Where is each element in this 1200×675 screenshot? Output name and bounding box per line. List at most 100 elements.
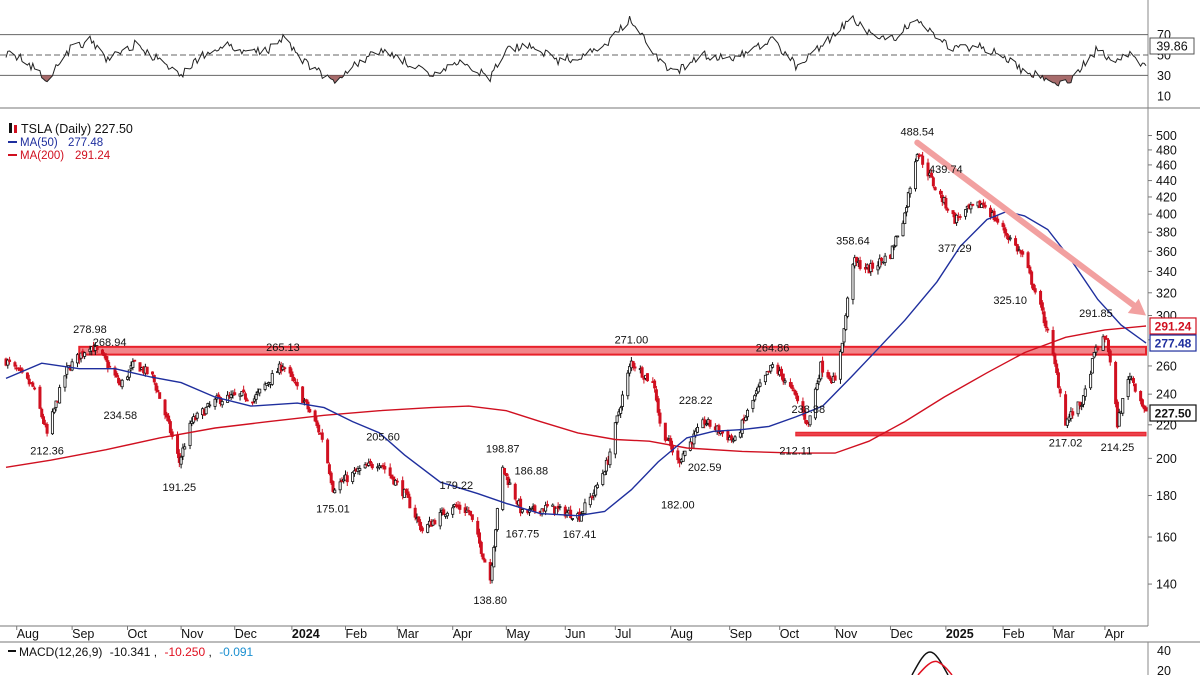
candle-down (653, 380, 657, 389)
candle-down (1140, 399, 1144, 407)
candle-down (871, 262, 875, 269)
month-tick-label: Dec (235, 627, 257, 641)
candle-down (981, 202, 985, 206)
candle-down (1058, 388, 1062, 394)
candle-down (104, 355, 108, 361)
candle-up (906, 192, 910, 208)
candle-down (796, 395, 800, 402)
candle-down (792, 389, 796, 392)
candle-down (921, 155, 925, 165)
candle-down (102, 353, 106, 357)
price-flag-box (1149, 317, 1197, 335)
rsi-oversold-area (41, 75, 53, 82)
candle-up (1080, 405, 1084, 407)
candle-up (892, 245, 896, 248)
candle-down (939, 190, 943, 195)
candle-down (863, 267, 867, 270)
month-tick-label: Jul (615, 627, 631, 641)
candle-down (170, 431, 174, 437)
candle-down (401, 480, 405, 497)
candle-up (696, 426, 700, 433)
candle-up (181, 447, 185, 457)
price-tick-label: 220 (1156, 418, 1177, 432)
ma50-legend-name: MA(50) (20, 137, 58, 149)
candle-up (783, 380, 787, 383)
candle-down (483, 559, 487, 563)
candle-down (858, 260, 862, 269)
candle-up (258, 388, 262, 394)
candle-up (980, 203, 984, 208)
candle-down (345, 475, 349, 483)
candle-down (288, 366, 292, 374)
candle-up (495, 508, 499, 530)
candle-down (1055, 363, 1059, 374)
candle-down (1108, 350, 1112, 363)
candle-up (588, 496, 592, 506)
candle-up (1089, 373, 1093, 389)
price-callout: 214.25 (1101, 442, 1135, 454)
candle-down (145, 366, 149, 375)
candle-up (1065, 418, 1069, 426)
rsi-tick-label: 30 (1157, 69, 1171, 83)
candle-up (352, 470, 356, 475)
price-callout: 182.00 (661, 500, 695, 512)
rsi-last-value: 39.86 (1156, 40, 1187, 54)
candle-down (1033, 288, 1037, 293)
trendline-shaft (914, 139, 1141, 312)
month-tick-label: May (506, 627, 530, 641)
candle-up (226, 394, 230, 403)
price-tick-label: 180 (1156, 489, 1177, 503)
candle-down (1064, 394, 1068, 426)
month-tick-label: Jun (565, 627, 585, 641)
candle-up (333, 489, 337, 494)
candle-up (270, 373, 274, 385)
candle-up (1076, 401, 1080, 415)
candle-down (788, 381, 792, 387)
candle-up (263, 383, 267, 390)
price-panel: 1401601802002202402602803003203403603804… (4, 108, 1197, 626)
candle-up (844, 315, 848, 330)
candle-up (492, 547, 496, 568)
macd-separator-1: , (154, 645, 157, 659)
month-tick-label: Oct (128, 627, 148, 641)
rsi-last-flag: 39.86 (1149, 37, 1195, 55)
candle-up (426, 524, 430, 533)
price-callout: 291.85 (1079, 308, 1113, 320)
candle-down (158, 392, 162, 399)
candle-down (481, 553, 485, 560)
candle-up (520, 509, 524, 513)
candle-up (603, 471, 607, 476)
candle-down (801, 401, 805, 413)
candle-up (120, 379, 124, 388)
candle-down (329, 472, 333, 484)
candle-down (703, 419, 707, 425)
candle-down (470, 514, 474, 520)
price-flag-label: 227.50 (1155, 406, 1192, 420)
candle-down (165, 413, 169, 418)
candle-down (108, 365, 112, 368)
candle-down (983, 204, 987, 208)
candle-down (163, 399, 167, 416)
macd-label: MACD(12,26,9) (19, 645, 102, 659)
candle-icon (9, 123, 12, 133)
month-tick-label: Sep (72, 627, 94, 641)
candle-up (183, 446, 187, 450)
candle-up (753, 395, 757, 401)
candle-down (167, 415, 171, 422)
candle-down (117, 377, 121, 384)
candle-down (946, 208, 950, 211)
candle-down (115, 373, 119, 378)
price-tick-label: 140 (1156, 578, 1177, 592)
price-callout: 439.74 (929, 164, 963, 176)
candle-up (394, 479, 398, 486)
candle-down (1026, 252, 1030, 269)
candle-down (1015, 244, 1019, 252)
candle-down (308, 408, 312, 413)
candle-down (1003, 227, 1007, 234)
candle-down (919, 154, 923, 157)
candle-down (642, 377, 646, 380)
candle-up (179, 456, 183, 465)
legend-title: TSLA (Daily) 227.50 (9, 122, 133, 136)
candle-down (27, 378, 31, 385)
month-tick-label: Apr (453, 627, 472, 641)
